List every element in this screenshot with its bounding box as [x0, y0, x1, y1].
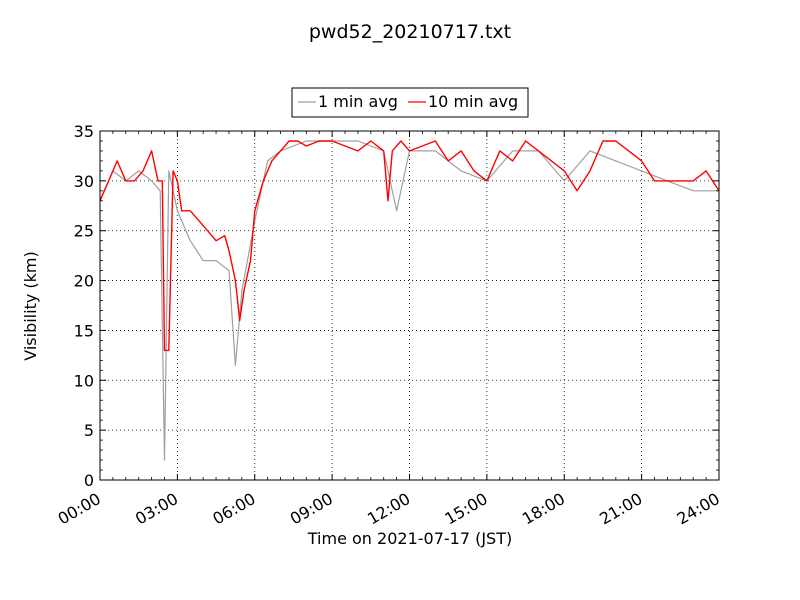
series-line-1min-avg — [100, 140, 719, 461]
x-tick-label: 15:00 — [441, 489, 490, 529]
legend-label-1min: 1 min avg — [318, 92, 398, 111]
x-axis-label: Time on 2021-07-17 (JST) — [307, 529, 512, 548]
y-tick-label: 15 — [74, 321, 94, 340]
x-tick-label: 24:00 — [674, 489, 723, 529]
y-tick-label: 25 — [74, 222, 94, 241]
y-tick-label: 20 — [74, 272, 94, 291]
x-tick-label: 06:00 — [209, 489, 258, 529]
x-tick-label: 12:00 — [364, 489, 413, 529]
x-tick-label: 00:00 — [55, 489, 104, 529]
x-tick-label: 18:00 — [519, 489, 568, 529]
y-tick-label: 10 — [74, 371, 94, 390]
series-line-10min-avg — [100, 140, 719, 352]
x-tick-label: 09:00 — [287, 489, 336, 529]
y-tick-label: 30 — [74, 172, 94, 191]
y-axis-label: Visibility (km) — [21, 251, 40, 360]
legend-label-10min: 10 min avg — [428, 92, 518, 111]
series-layer — [100, 140, 719, 461]
y-tick-label: 35 — [74, 122, 94, 141]
plot-area — [100, 131, 719, 480]
chart-title: pwd52_20210717.txt — [309, 21, 511, 43]
legend: 1 min avg 10 min avg — [291, 87, 529, 118]
y-tick-label: 0 — [84, 471, 94, 490]
y-tick-label: 5 — [84, 421, 94, 440]
x-tick-label: 03:00 — [132, 489, 181, 529]
x-tick-label: 21:00 — [596, 489, 645, 529]
